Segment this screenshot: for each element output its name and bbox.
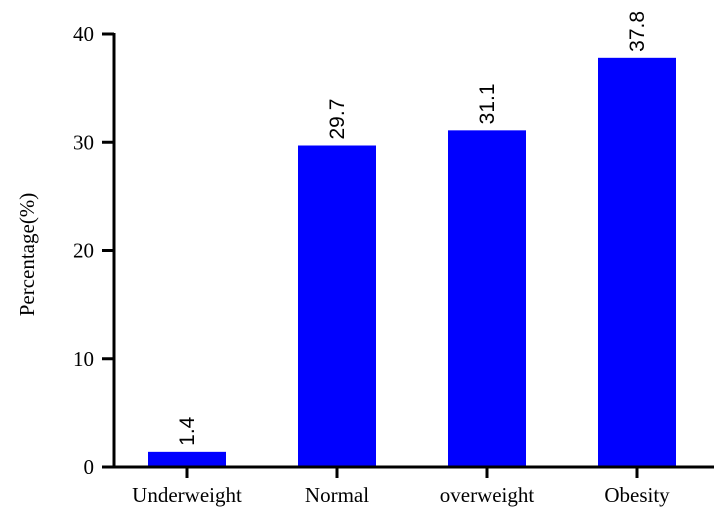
x-tick-label: Underweight <box>132 483 242 507</box>
bar-obesity <box>598 57 676 467</box>
data-label: 1.4 <box>176 416 199 446</box>
bar-normal <box>298 145 376 467</box>
y-axis-ticks: 0 10 20 30 40 <box>73 22 114 479</box>
data-labels: 1.4 29.7 31.1 37.8 <box>176 11 649 446</box>
y-tick-label: 10 <box>73 347 94 371</box>
y-axis-label: Percentage(%) <box>15 193 39 317</box>
data-label: 37.8 <box>626 11 649 52</box>
y-tick-label: 30 <box>73 130 94 154</box>
data-label: 29.7 <box>326 99 349 140</box>
x-tick-label: Obesity <box>604 483 670 507</box>
bars <box>148 57 676 467</box>
bar-overweight <box>448 130 526 467</box>
y-tick-label: 0 <box>84 455 95 479</box>
data-label: 31.1 <box>476 83 499 124</box>
x-tick-label: overweight <box>440 483 535 507</box>
bar-underweight <box>148 451 226 467</box>
y-tick-label: 20 <box>73 239 94 263</box>
x-tick-label: Normal <box>305 483 369 507</box>
x-axis-ticks: Underweight Normal overweight Obesity <box>132 467 670 507</box>
y-tick-label: 40 <box>73 22 94 46</box>
